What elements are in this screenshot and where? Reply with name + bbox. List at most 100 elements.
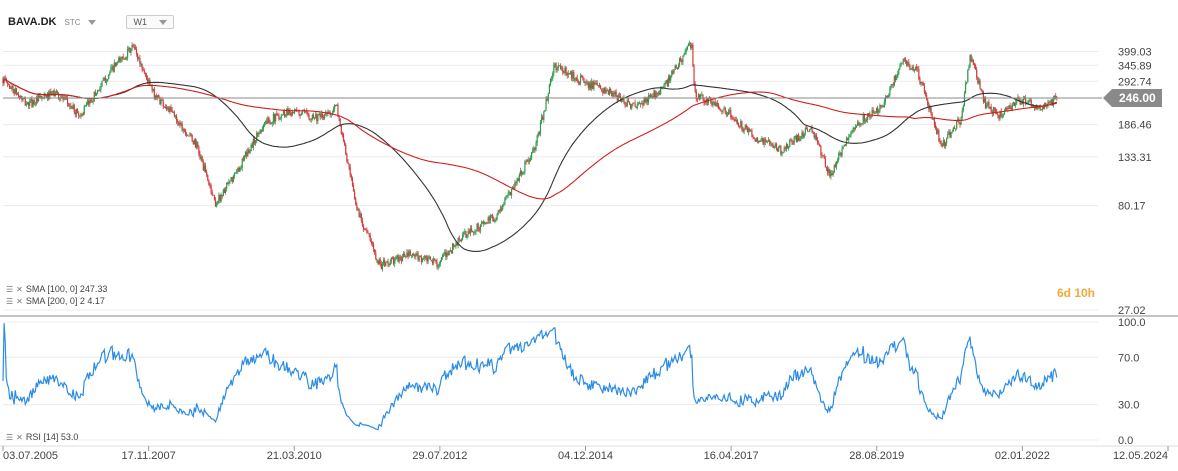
candle-body [277,114,279,116]
candle-body [454,245,456,247]
candle-body [852,128,854,132]
candle-body [620,96,622,102]
candle-body [58,93,60,99]
candle-body [276,113,278,115]
candle-body [615,91,617,97]
candle-body [65,98,68,100]
candle-body [1009,105,1011,108]
candle-body [529,158,532,161]
candle-body [755,137,757,142]
candle-body [199,154,201,159]
close-icon[interactable]: ✕ [16,284,23,294]
candle-body [242,158,244,161]
time-tick-label: 03.07.2005 [3,450,58,462]
rsi-line [2,323,1058,431]
candle-body [871,110,873,118]
candle-body [942,140,944,147]
candle-body [20,96,22,98]
candle-body [794,135,796,137]
candle-body [1005,107,1007,111]
candle-body [863,114,865,122]
candle-body [311,114,313,120]
candle-body [440,256,443,261]
candle-body [779,146,781,148]
candle-body [135,49,138,54]
candle-body [313,117,316,119]
indicator-sma200[interactable]: ☰ ✕ SMA [200, 0] 2 4.17 [6,296,105,306]
candle-body [500,208,503,210]
candle-body [835,161,838,167]
candle-body [1032,106,1035,107]
candle-body [911,66,913,70]
candle-body [677,65,680,70]
settings-icon[interactable]: ☰ [6,284,14,294]
candle-body [823,155,825,159]
candle-body [24,97,26,106]
candle-body [783,147,785,153]
candle-body [993,107,996,109]
candle-body [267,117,269,124]
rsi-tick-label: 30.0 [1118,400,1139,412]
settings-icon[interactable]: ☰ [6,296,14,306]
candle-body [96,90,99,94]
candle-body [655,92,657,98]
candle-body [574,79,576,81]
candle-body [234,172,237,174]
timeframe-select[interactable]: W1 [126,15,174,29]
settings-icon[interactable]: ☰ [6,432,14,442]
candle-body [26,102,29,105]
candle-body [350,175,352,179]
close-icon[interactable]: ✕ [16,296,23,306]
candle-body [812,131,814,133]
candle-body [472,231,474,233]
candle-body [938,130,940,141]
candle-body [92,100,94,102]
candle-body [862,114,864,124]
candle-body [380,264,382,270]
candle-body [804,128,806,134]
candle-body [480,222,483,225]
candle-body [573,72,575,81]
candle-body [908,62,910,65]
candle-body [683,54,685,56]
candle-body [572,72,574,79]
candle-body [364,228,366,230]
indicator-rsi[interactable]: ☰ ✕ RSI [14] 53.0 [6,432,79,442]
candle-body [963,93,966,107]
candle-body [792,142,794,144]
candle-body [417,253,419,261]
candle-body [519,170,522,175]
candle-body [597,85,599,87]
candle-body [221,194,223,197]
candle-body [164,107,167,109]
candle-body [651,96,653,98]
candle-body [668,76,671,81]
candle-body [444,252,446,256]
candle-body [453,243,455,247]
candle-body [263,121,266,126]
candle-body [870,117,872,118]
candle-body [197,142,199,148]
candle-body [939,140,941,142]
candle-body [469,228,471,234]
candle-body [904,59,907,62]
candle-body [145,74,148,79]
candle-body [421,258,424,263]
candle-body [934,124,937,129]
candle-body [415,253,417,257]
candle-body [924,92,927,95]
close-icon[interactable]: ✕ [16,432,23,442]
instrument-type-label: STC [64,17,81,27]
candle-body [378,259,380,264]
candle-body [132,45,134,47]
chevron-down-icon[interactable] [88,19,97,25]
candle-body [482,221,484,223]
candle-body [956,121,958,129]
candle-body [487,217,489,223]
candle-body [4,77,6,79]
candle-body [551,78,553,80]
candle-body [404,253,406,257]
candle-body [490,215,493,216]
indicator-sma100[interactable]: ☰ ✕ SMA [100, 0] 247.33 [6,284,108,294]
